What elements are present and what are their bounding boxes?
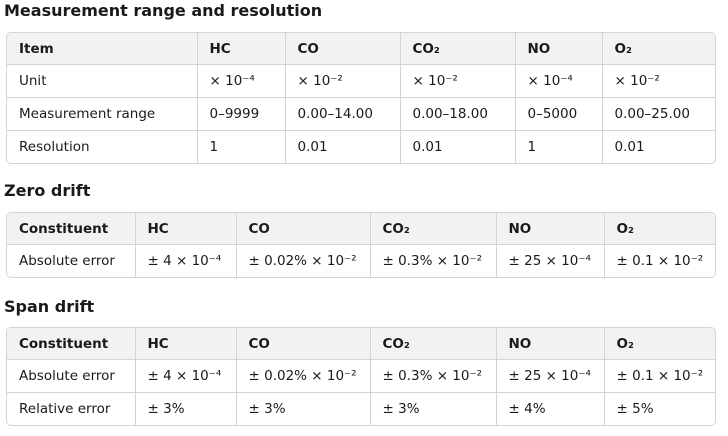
table-row: Measurement range 0–9999 0.00–14.00 0.00–18…	[7, 97, 715, 131]
header-cell: O₂	[604, 328, 715, 360]
header-cell: Item	[7, 33, 198, 65]
table-cell: 0.00–25.00	[602, 97, 715, 131]
table-cell: × 10⁻²	[400, 64, 516, 98]
header-cell: CO	[285, 33, 401, 65]
table-cell: 0.00–14.00	[285, 97, 401, 131]
header-cell: NO	[515, 33, 603, 65]
table-cell: ± 25 × 10⁻⁴	[496, 244, 605, 277]
table-container: Constituent HC CO CO₂ NO O₂ Absolute error ± 4 …	[6, 327, 716, 426]
table-row: Relative error ± 3% ± 3% ± 3% ± 4% ± 5%	[7, 392, 715, 425]
table-cell: ± 5%	[616, 401, 654, 417]
header-cell: CO₂	[400, 33, 516, 65]
table-cell: ± 4 × 10⁻⁴	[135, 244, 237, 277]
table-cell: ± 3%	[236, 392, 371, 425]
table-cell: Absolute error	[7, 244, 136, 277]
section-title: Measurement range and resolution	[4, 1, 323, 20]
table-row: Absolute error ± 4 × 10⁻⁴ ± 0.02% × 10⁻² ± …	[7, 244, 715, 277]
table-cell: Unit	[7, 64, 198, 98]
table-cell: Measurement range	[7, 97, 198, 131]
header-cell: NO	[496, 328, 605, 360]
table-cell: 0.00–18.00	[400, 97, 516, 131]
header-cell: CO₂	[370, 213, 497, 245]
header-cell: CO	[236, 213, 371, 245]
table-cell: 0.01	[614, 139, 645, 155]
table-cell: 0.01	[400, 130, 516, 163]
table-row: Unit × 10⁻⁴ × 10⁻² × 10⁻² × 10⁻⁴ × 10⁻²	[7, 64, 715, 98]
header-cell: HC	[135, 213, 237, 245]
header-cell: O₂	[602, 33, 715, 65]
data-table: Constituent HC CO CO₂ NO O₂ Absolute error ± 4 …	[7, 328, 715, 425]
table-cell: Absolute error	[7, 359, 136, 393]
table-cell: × 10⁻⁴	[515, 64, 603, 98]
table-cell: ± 0.3% × 10⁻²	[370, 359, 497, 393]
table-cell: ± 0.1 × 10⁻²	[616, 253, 704, 269]
header-cell: HC	[197, 33, 286, 65]
header-row: Constituent HC CO CO₂ NO O₂	[7, 328, 715, 360]
table-cell: ± 0.3% × 10⁻²	[370, 244, 497, 277]
table-cell: 0–9999	[197, 97, 286, 131]
table-cell: Relative error	[7, 392, 136, 425]
table-cell: ± 25 × 10⁻⁴	[496, 359, 605, 393]
table-row: Absolute error ± 4 × 10⁻⁴ ± 0.02% × 10⁻² ± …	[7, 359, 715, 393]
table-container: Constituent HC CO CO₂ NO O₂ Absolute error ± 4 …	[6, 212, 716, 278]
table-row: Resolution 1 0.01 0.01 1 0.01	[7, 130, 715, 163]
table-cell: 1	[197, 130, 286, 163]
table-cell: ± 0.02% × 10⁻²	[236, 359, 371, 393]
header-cell: O₂	[604, 213, 715, 245]
table-cell: ± 4 × 10⁻⁴	[135, 359, 237, 393]
header-cell: Constituent	[7, 213, 136, 245]
table-cell: ± 3%	[370, 392, 497, 425]
data-table: Item HC CO CO₂ NO O₂ Unit × 10⁻⁴ × 10⁻² × 10⁻² × 1…	[7, 33, 715, 163]
table-cell: ± 4%	[496, 392, 605, 425]
data-table: Constituent HC CO CO₂ NO O₂ Absolute error ± 4 …	[7, 213, 715, 277]
header-cell: Constituent	[7, 328, 136, 360]
header-cell: HC	[135, 328, 237, 360]
header-row: Item HC CO CO₂ NO O₂	[7, 33, 715, 65]
table-cell: ± 3%	[135, 392, 237, 425]
table-cell: 0–5000	[515, 97, 603, 131]
header-cell: CO₂	[370, 328, 497, 360]
table-cell: ± 0.1 × 10⁻²	[604, 359, 715, 393]
table-cell: × 10⁻²	[285, 64, 401, 98]
header-row: Constituent HC CO CO₂ NO O₂	[7, 213, 715, 245]
table-cell: ± 0.02% × 10⁻²	[236, 244, 371, 277]
table-container: Item HC CO CO₂ NO O₂ Unit × 10⁻⁴ × 10⁻² × 10⁻² × 1…	[6, 32, 716, 164]
header-cell: CO	[236, 328, 371, 360]
table-cell: 0.01	[285, 130, 401, 163]
table-cell: 1	[515, 130, 603, 163]
table-cell: × 10⁻²	[602, 64, 715, 98]
section-title: Span drift	[4, 297, 95, 316]
table-cell: × 10⁻⁴	[197, 64, 286, 98]
table-cell: Resolution	[7, 130, 198, 163]
header-cell: NO	[496, 213, 605, 245]
section-title: Zero drift	[4, 181, 91, 200]
